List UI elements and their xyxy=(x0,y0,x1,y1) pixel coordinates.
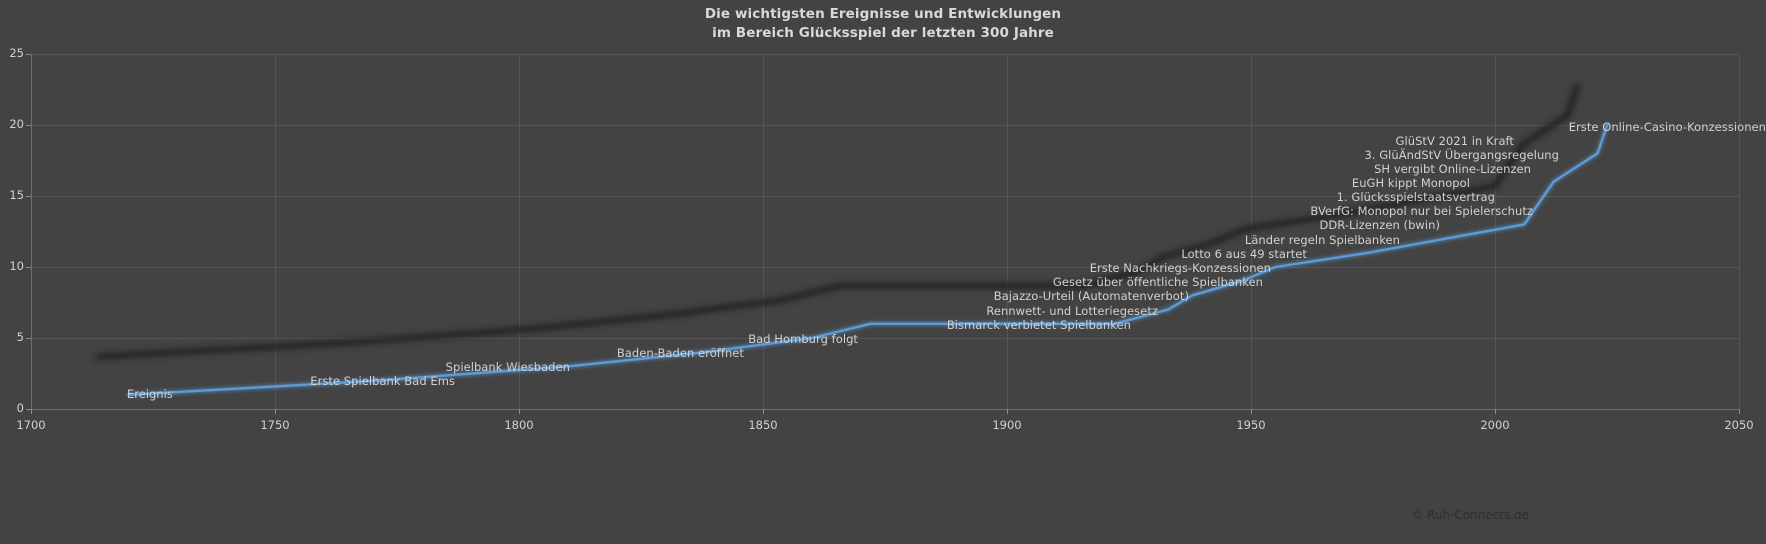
x-axis-tick-label: 1700 xyxy=(16,418,46,432)
chart-title-line-1: Die wichtigsten Ereignisse und Entwicklu… xyxy=(704,6,1062,22)
y-axis-tick xyxy=(26,54,31,55)
y-axis-tick-label: 20 xyxy=(9,117,24,131)
event-annotation-label: BVerfG: Monopol nur bei Spielerschutz xyxy=(1310,204,1533,218)
event-annotation-label: EuGH kippt Monopol xyxy=(1351,176,1470,190)
event-annotation-label: Spielbank Wiesbaden xyxy=(445,360,570,374)
series-line-ereignis[interactable] xyxy=(127,123,1609,396)
y-axis-tick-label: 5 xyxy=(16,330,24,344)
grid-line-vertical xyxy=(1495,54,1496,409)
grid-line-horizontal xyxy=(31,54,1739,55)
x-axis-tick xyxy=(1251,409,1252,414)
y-axis-tick-label: 0 xyxy=(16,401,24,415)
event-annotation-label: SH vergibt Online-Lizenzen xyxy=(1374,162,1531,176)
event-annotation-label: Lotto 6 aus 49 startet xyxy=(1181,247,1307,261)
grid-line-horizontal xyxy=(31,196,1739,197)
event-annotation-label: Rennwett- und Lotteriegesetz xyxy=(986,304,1158,318)
x-axis-tick xyxy=(763,409,764,414)
event-annotation-label: Bad Homburg folgt xyxy=(748,332,858,346)
x-axis-tick xyxy=(1007,409,1008,414)
x-axis-tick-label: 2000 xyxy=(1480,418,1510,432)
chart-title: Die wichtigsten Ereignisse und Entwicklu… xyxy=(0,5,1766,43)
event-annotation-label: 3. GlüÄndStV Übergangsregelung xyxy=(1364,148,1559,162)
x-axis-tick-label: 2050 xyxy=(1724,418,1754,432)
series-legend-label: Ereignis xyxy=(127,387,173,401)
event-annotation-label: Bajazzo-Urteil (Automatenverbot) xyxy=(993,289,1189,303)
event-annotation-label: Erste Online-Casino-Konzessionen xyxy=(1568,120,1766,134)
x-axis-tick xyxy=(1739,409,1740,414)
x-axis-tick-label: 1850 xyxy=(748,418,778,432)
y-axis-tick-label: 25 xyxy=(9,46,24,60)
y-axis-tick-label: 10 xyxy=(9,259,24,273)
footer-copyright: © Ruh-Connects.de xyxy=(1411,508,1529,522)
x-axis-tick-label: 1900 xyxy=(992,418,1022,432)
event-annotation-label: GlüStV 2021 in Kraft xyxy=(1395,134,1514,148)
y-axis-tick-label: 15 xyxy=(9,188,24,202)
event-annotation-label: Bismarck verbietet Spielbanken xyxy=(946,318,1131,332)
grid-line-horizontal xyxy=(31,125,1739,126)
grid-line-horizontal xyxy=(31,267,1739,268)
y-axis-tick xyxy=(26,409,31,410)
event-annotation-label: Erste Spielbank Bad Ems xyxy=(310,374,455,388)
x-axis-tick xyxy=(275,409,276,414)
x-axis-tick xyxy=(519,409,520,414)
event-annotation-label: Gesetz über öffentliche Spielbanken xyxy=(1052,275,1263,289)
event-annotation-label: 1. Glücksspielstaatsvertrag xyxy=(1336,190,1495,204)
y-axis-tick xyxy=(26,267,31,268)
grid-line-horizontal xyxy=(31,338,1739,339)
y-axis-tick xyxy=(26,125,31,126)
y-axis-tick xyxy=(26,196,31,197)
grid-line-vertical xyxy=(275,54,276,409)
y-axis-spine xyxy=(31,54,32,410)
grid-line-vertical xyxy=(1739,54,1740,409)
x-axis-spine xyxy=(31,409,1740,410)
grid-line-vertical xyxy=(1007,54,1008,409)
y-axis-tick xyxy=(26,338,31,339)
x-axis-tick-label: 1800 xyxy=(504,418,534,432)
event-annotation-label: Länder regeln Spielbanken xyxy=(1244,233,1400,247)
series-shadow-line xyxy=(95,83,1581,361)
x-axis-tick xyxy=(31,409,32,414)
event-annotation-label: DDR-Lizenzen (bwin) xyxy=(1319,218,1440,232)
grid-line-vertical xyxy=(763,54,764,409)
grid-line-vertical xyxy=(519,54,520,409)
x-axis-tick-label: 1950 xyxy=(1236,418,1266,432)
chart-title-line-2: im Bereich Glücksspiel der letzten 300 J… xyxy=(712,25,1054,41)
event-annotation-label: Baden-Baden eröffnet xyxy=(616,346,744,360)
x-axis-tick-label: 1750 xyxy=(260,418,290,432)
event-annotation-label: Erste Nachkriegs-Konzessionen xyxy=(1089,261,1271,275)
x-axis-tick xyxy=(1495,409,1496,414)
